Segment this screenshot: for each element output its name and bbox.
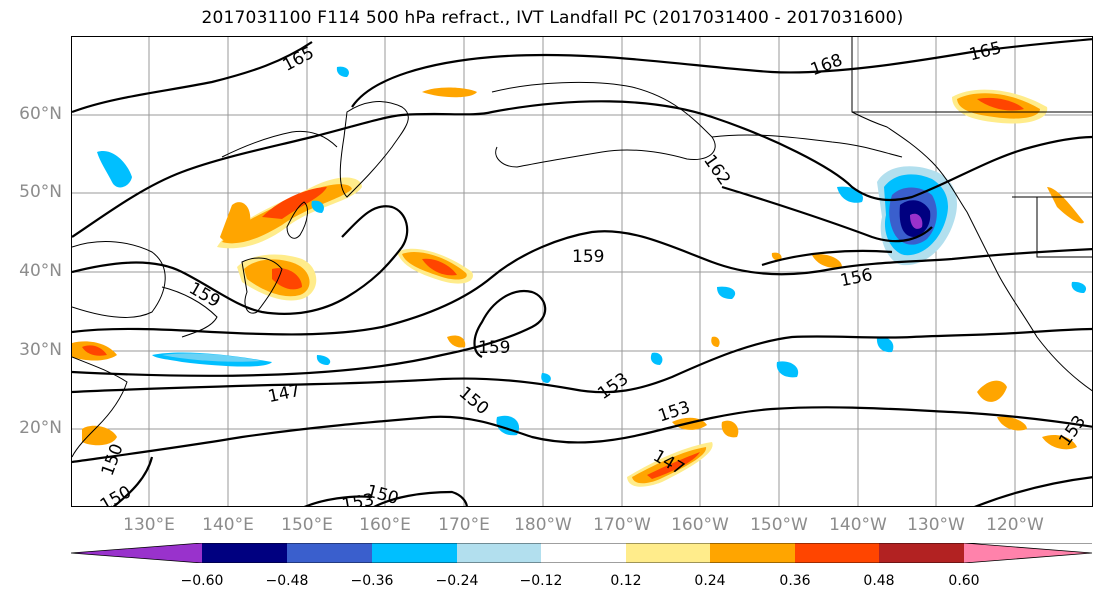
lat-label-60n: 60°N: [19, 104, 62, 124]
contour-label: 168: [808, 50, 845, 80]
colorbar-tick-label: −0.60: [180, 573, 224, 589]
positive-anomaly-shading: [72, 87, 1084, 487]
contour-label: 165: [280, 43, 318, 76]
lon-label-160w: 160°W: [671, 515, 729, 535]
coastlines: [72, 37, 1092, 458]
map-canvas: 165 168 165 162 159 156 159 159 153 153 …: [72, 37, 1092, 507]
lon-label-180w: 180°W: [514, 515, 572, 535]
colorbar-tick-label: 0.24: [694, 573, 726, 589]
contour-label: 153: [594, 369, 632, 404]
contour-label: 153: [340, 490, 375, 507]
lon-label-150w: 150°W: [750, 515, 808, 535]
contour-label: 150: [98, 441, 128, 478]
height-contours: [72, 38, 1092, 506]
colorbar-segment: [710, 543, 795, 563]
lon-label-140w: 140°W: [829, 515, 887, 535]
contour-label: 150: [455, 383, 493, 419]
map-title: 2017031100 F114 500 hPa refract., IVT La…: [201, 8, 904, 28]
colorbar-segment-extend-low: [71, 543, 202, 563]
contour-label: 156: [839, 265, 875, 291]
lat-label-20n: 20°N: [19, 418, 62, 438]
colorbar: [70, 542, 1093, 564]
lon-label-170e: 170°E: [438, 515, 490, 535]
lon-label-150e: 150°E: [281, 515, 333, 535]
contour-label: 165: [967, 38, 1003, 65]
colorbar-segment: [202, 543, 287, 563]
graticule: [72, 37, 1092, 506]
colorbar-segment: [626, 543, 710, 563]
colorbar-segment: [287, 543, 372, 563]
lon-label-170w: 170°W: [593, 515, 651, 535]
lat-label-50n: 50°N: [19, 182, 62, 202]
colorbar-segment: [457, 543, 541, 563]
lat-label-40n: 40°N: [19, 261, 62, 281]
colorbar-segment: [795, 543, 879, 563]
colorbar-tick-label: 0.60: [948, 573, 980, 589]
lon-label-130e: 130°E: [123, 515, 175, 535]
colorbar-tick-label: −0.48: [265, 573, 309, 589]
colorbar-segment-extend-high: [964, 543, 1092, 563]
contour-label: 150: [97, 482, 135, 507]
contour-label: 162: [699, 151, 734, 189]
lat-label-30n: 30°N: [19, 340, 62, 360]
lon-label-130w: 130°W: [907, 515, 965, 535]
colorbar-tick-label: 0.12: [610, 573, 642, 589]
lon-label-140e: 140°E: [202, 515, 254, 535]
colorbar-segment: [372, 543, 457, 563]
colorbar-tick-label: 0.36: [779, 573, 811, 589]
lon-label-120w: 120°W: [986, 515, 1044, 535]
contour-label: 159: [185, 278, 223, 312]
colorbar-segment: [541, 543, 626, 563]
colorbar-tick-label: −0.36: [350, 573, 394, 589]
colorbar-tick-label: 0.48: [863, 573, 895, 589]
colorbar-tick-label: −0.24: [435, 573, 479, 589]
colorbar-tick-label: −0.12: [519, 573, 563, 589]
colorbar-segment: [879, 543, 964, 563]
contour-label: 159: [478, 338, 510, 358]
colorbar-canvas: [70, 542, 1093, 564]
contour-label: 159: [572, 247, 604, 267]
lon-label-160e: 160°E: [359, 515, 411, 535]
map-panel: 165 168 165 162 159 156 159 159 153 153 …: [71, 36, 1093, 507]
